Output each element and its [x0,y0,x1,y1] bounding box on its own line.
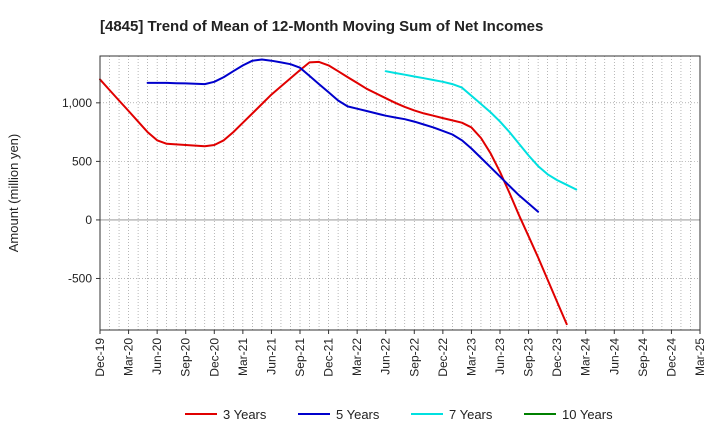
x-tick-label: Sep-22 [407,338,421,377]
y-tick-label: 500 [72,154,92,168]
x-tick-label: Dec-23 [550,338,564,377]
series-lines [99,58,578,326]
x-tick-label: Mar-22 [350,338,364,376]
legend-label: 10 Years [562,407,613,422]
plot-frame [99,55,701,331]
legend-label: 7 Years [449,407,493,422]
x-tick-label: Mar-24 [579,338,593,376]
y-tick-label: 0 [85,213,92,227]
legend: 3 Years 5 Years 7 Years 10 Years [185,407,613,422]
legend-label: 3 Years [223,407,267,422]
x-tick-label: Dec-24 [664,338,678,377]
plot-area [100,56,700,330]
x-tick-label: Dec-20 [207,338,221,377]
x-tick-label: Sep-20 [179,338,193,377]
legend-label: 5 Years [336,407,380,422]
x-tick-label: Jun-22 [379,338,393,375]
series-line [384,70,578,191]
y-tick-label: 1,000 [62,96,92,110]
x-tick-label: Jun-21 [264,338,278,375]
series-line [99,60,568,326]
x-tick-label: Dec-21 [322,338,336,377]
grid [100,56,700,330]
x-tick-label: Sep-24 [636,338,650,377]
chart-title: [4845] Trend of Mean of 12-Month Moving … [100,18,543,35]
x-axis: Dec-19 Mar-20 Jun-20 Sep-20 Dec-20 Mar-21 Jun-… [93,330,707,377]
y-axis: 1,000 500 0 -500 [62,96,100,285]
x-tick-label: Sep-21 [293,338,307,377]
x-tick-label: Mar-23 [464,338,478,376]
y-tick-label: -500 [68,271,92,285]
x-tick-label: Dec-19 [93,338,107,377]
x-tick-label: Mar-21 [236,338,250,376]
x-tick-label: Jun-20 [150,338,164,375]
x-tick-label: Mar-20 [122,338,136,376]
x-tick-label: Dec-22 [436,338,450,377]
y-axis-label: Amount (million yen) [6,134,21,253]
x-tick-label: Sep-23 [522,338,536,377]
series-line [146,58,540,213]
x-tick-label: Jun-24 [607,338,621,375]
x-tick-label: Mar-25 [693,338,707,376]
x-tick-label: Jun-23 [493,338,507,375]
